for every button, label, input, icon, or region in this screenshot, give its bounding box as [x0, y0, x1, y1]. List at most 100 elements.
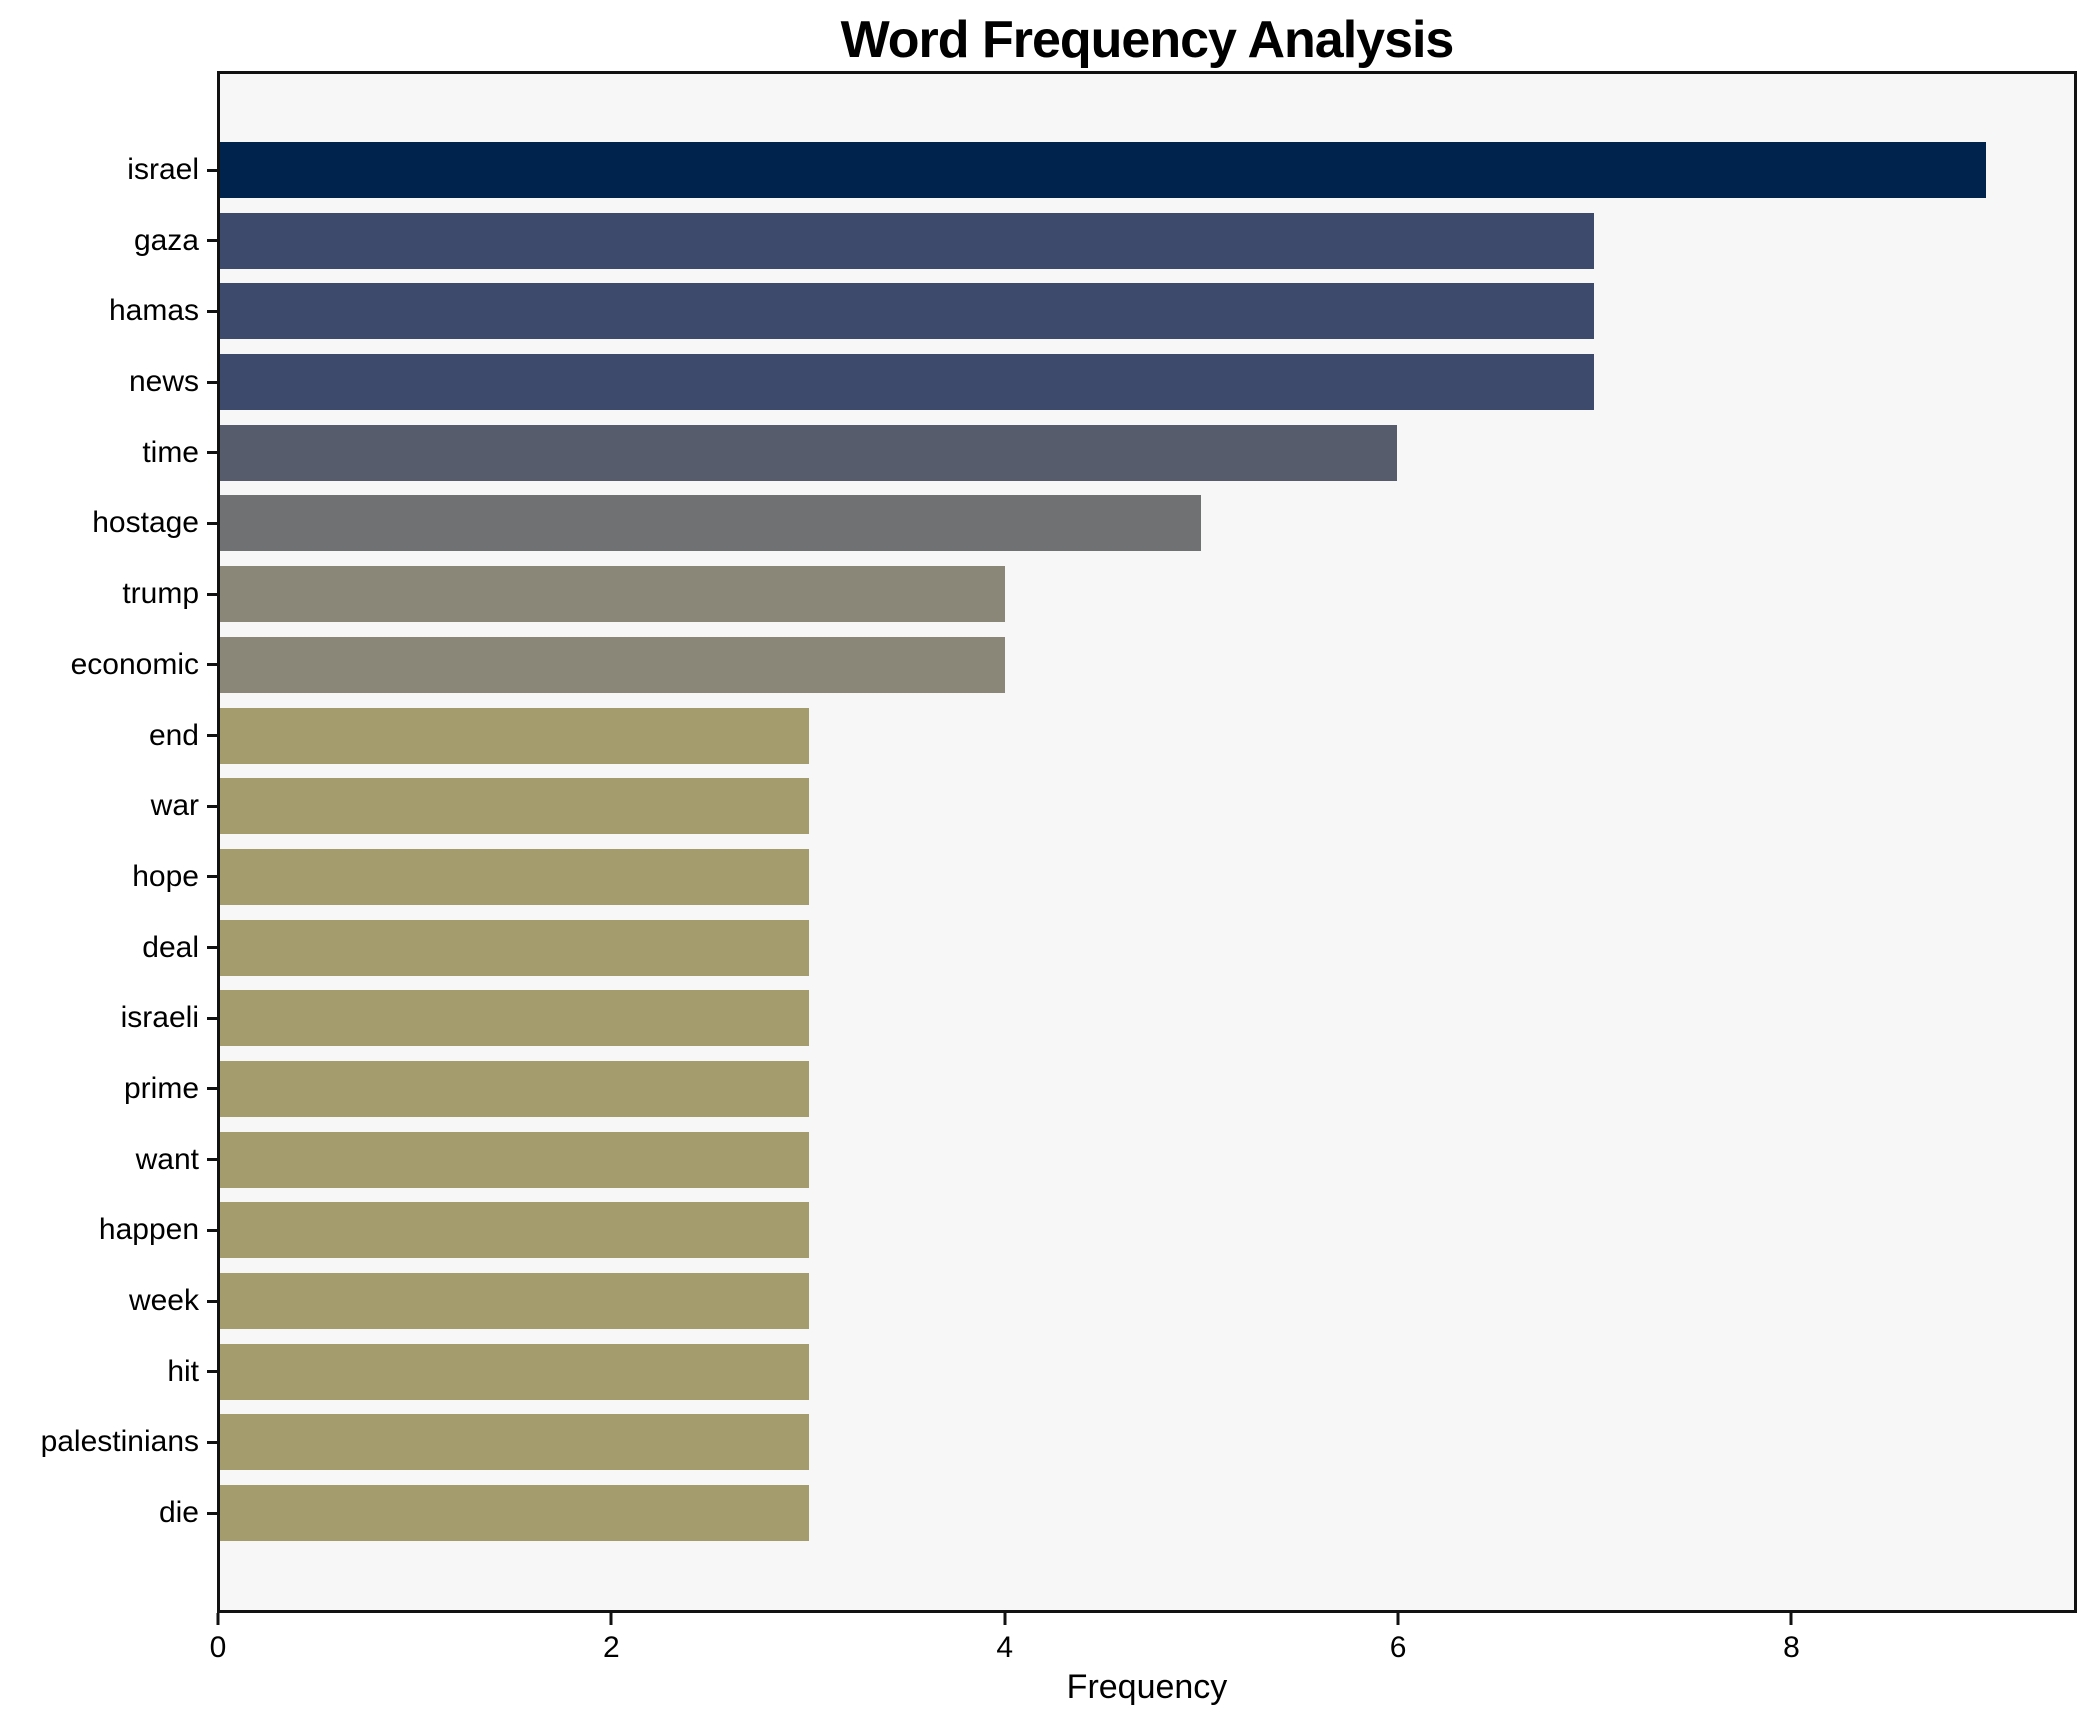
y-tick-mark [207, 946, 217, 950]
y-tick-row: hope [0, 849, 217, 905]
y-tick-label: die [158, 1496, 199, 1530]
y-tick-row: week [0, 1273, 217, 1329]
bar [220, 778, 809, 835]
y-tick-mark [207, 521, 217, 525]
bar [220, 636, 1005, 693]
x-tick-mark [1003, 1613, 1007, 1625]
bar [220, 848, 809, 905]
y-tick-label: time [142, 435, 199, 469]
bar-row [220, 1131, 2074, 1188]
x-tick-mark [1789, 1613, 1793, 1625]
y-tick-label: gaza [133, 223, 199, 257]
bars [220, 74, 2074, 1610]
x-tick-mark [609, 1613, 613, 1625]
bar-row [220, 495, 2074, 552]
bar [220, 1202, 809, 1259]
y-tick-row: israel [0, 142, 217, 198]
y-tick-row: deal [0, 920, 217, 976]
bar [220, 919, 809, 976]
x-tick-label: 4 [996, 1631, 1014, 1664]
bar [220, 1131, 809, 1188]
y-tick-row: war [0, 778, 217, 834]
y-tick-label: hostage [92, 506, 199, 540]
bar-row [220, 848, 2074, 905]
bar-row [220, 707, 2074, 764]
y-tick-row: gaza [0, 213, 217, 269]
y-axis: israel gaza hamas news time hostage trump econo… [0, 74, 217, 1610]
x-tick-label: 8 [1783, 1631, 1800, 1664]
bar-row [220, 566, 2074, 623]
y-tick-mark [207, 1511, 217, 1515]
bar [220, 566, 1005, 623]
y-tick-label: prime [123, 1071, 199, 1105]
y-tick-mark [207, 734, 217, 737]
y-tick-mark [207, 309, 217, 313]
x-tick-mark [216, 1613, 220, 1625]
y-tick-row: hamas [0, 283, 217, 339]
y-tick-row: hostage [0, 495, 217, 551]
bar-row [220, 1485, 2074, 1542]
y-tick-label: hope [132, 859, 199, 893]
y-tick-mark [207, 451, 217, 455]
y-tick-label: end [148, 718, 199, 752]
bar [220, 1485, 809, 1542]
bar-row [220, 283, 2074, 340]
bar [220, 707, 809, 764]
y-tick-row: happen [0, 1202, 217, 1258]
bar-row [220, 424, 2074, 481]
y-tick-row: israeli [0, 990, 217, 1046]
y-tick-row: palestinians [0, 1414, 217, 1470]
y-tick-label: hit [167, 1354, 199, 1388]
bar [220, 495, 1202, 552]
y-tick-label: israel [127, 153, 199, 186]
x-tick-label: 6 [1389, 1631, 1407, 1664]
y-tick-mark [207, 1158, 217, 1162]
plot-area [217, 71, 2077, 1613]
y-tick-mark [207, 380, 217, 384]
bar-row [220, 1343, 2074, 1400]
y-tick-row: end [0, 708, 217, 764]
bar [220, 424, 1398, 481]
y-tick-mark [207, 1016, 217, 1020]
bar-row [220, 636, 2074, 693]
x-tick-mark [1396, 1613, 1400, 1625]
bar [220, 212, 1594, 269]
y-tick-mark [207, 168, 217, 172]
y-tick-label: trump [122, 577, 199, 611]
y-tick-label: war [150, 789, 199, 823]
bar-row [220, 354, 2074, 411]
y-tick-row: time [0, 425, 217, 481]
bar [220, 990, 809, 1047]
y-tick-label: palestinians [40, 1425, 199, 1459]
bar [220, 1343, 809, 1400]
bar [220, 283, 1594, 340]
bar [220, 142, 1987, 198]
bar-row [220, 1060, 2074, 1117]
y-tick-row: die [0, 1485, 217, 1541]
bar-row [220, 212, 2074, 269]
y-tick-mark [207, 239, 217, 243]
bar-row [220, 1414, 2074, 1471]
y-tick-mark [207, 804, 217, 808]
y-tick-row: news [0, 354, 217, 410]
y-tick-label: news [128, 365, 199, 399]
bar [220, 354, 1594, 411]
bar [220, 1060, 809, 1117]
y-tick-mark [207, 1087, 217, 1091]
y-tick-mark [207, 1228, 217, 1232]
y-tick-mark [207, 1440, 217, 1444]
bar [220, 1414, 809, 1471]
bar-row [220, 778, 2074, 835]
y-tick-row: prime [0, 1061, 217, 1117]
y-tick-mark [207, 663, 217, 667]
bar-row [220, 1273, 2074, 1329]
x-tick-label: 2 [603, 1631, 620, 1664]
bar-row [220, 919, 2074, 976]
bar-row [220, 142, 2074, 198]
y-tick-mark [207, 875, 217, 879]
chart-title: Word Frequency Analysis [840, 11, 1455, 69]
y-tick-label: deal [142, 930, 199, 964]
y-tick-label: happen [98, 1213, 199, 1247]
y-tick-label: economic [70, 647, 199, 681]
